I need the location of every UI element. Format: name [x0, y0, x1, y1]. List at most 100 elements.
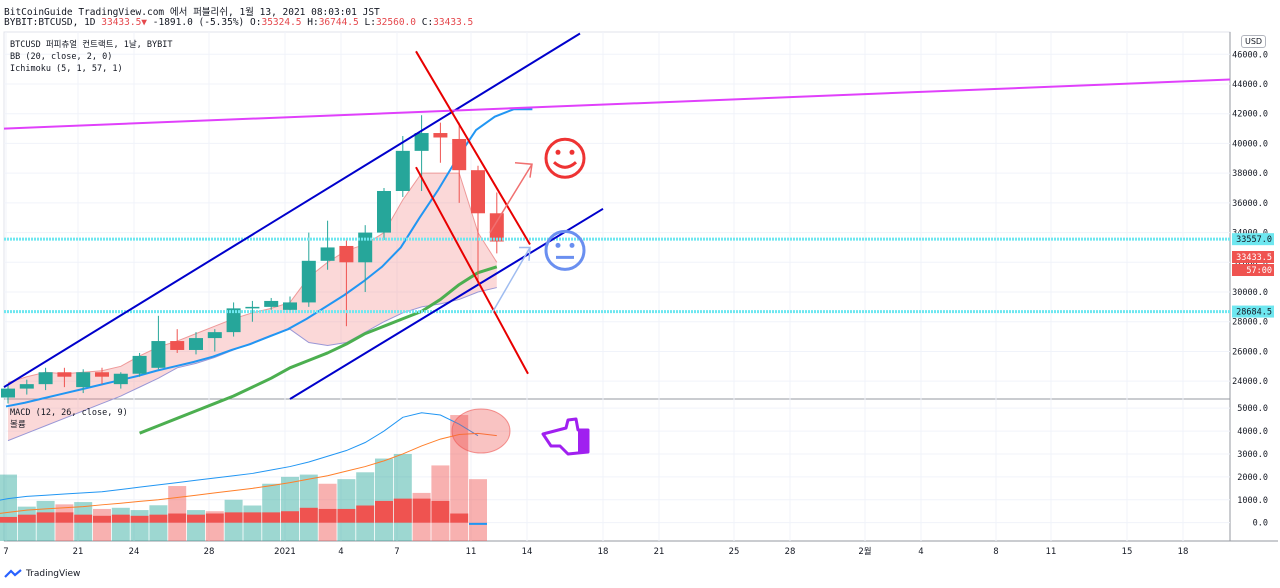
volume-bar — [281, 476, 299, 541]
macd-histogram-bar — [318, 508, 337, 523]
neutral-eye-right — [569, 242, 575, 248]
ohlc-line: BYBIT:BTCUSD, 1D 33433.5▼ -1891.0 (-5.35… — [4, 17, 473, 28]
macd-tick-label: 0.0 — [1253, 519, 1268, 529]
candle-body — [471, 170, 485, 214]
macd-histogram-bar — [149, 514, 168, 523]
candle-body — [414, 133, 429, 151]
candle-body — [207, 332, 222, 339]
volume-bar — [469, 479, 487, 541]
smiley-neutral-icon — [544, 229, 586, 271]
channel-lower-line — [289, 207, 604, 400]
candle-body — [395, 150, 410, 191]
candle-body — [433, 133, 448, 138]
time-tick-label: 21 — [654, 547, 665, 557]
macd-histogram-bar — [281, 511, 299, 523]
currency-badge[interactable]: USD — [1241, 35, 1267, 48]
volume-bar — [111, 507, 130, 541]
candle-body — [19, 384, 34, 389]
smiley-eye-right — [569, 149, 575, 155]
price-tick-label: 32000.0 — [1232, 258, 1268, 268]
signal-line — [0, 432, 497, 514]
price-tick-label: 42000.0 — [1232, 110, 1268, 120]
legend-macd-sub: 볼륨 — [10, 419, 26, 430]
volume-bar — [130, 510, 149, 541]
candle-body — [226, 308, 241, 333]
red-upper-line — [415, 50, 531, 245]
macd-histogram-bar — [224, 512, 243, 523]
last-price: 33433.5 — [101, 17, 142, 28]
candle-body — [76, 372, 91, 388]
candle-body — [489, 213, 504, 242]
plot-frame — [3, 31, 1231, 542]
price-tick-label: 30000.0 — [1232, 288, 1268, 298]
candle-body — [245, 306, 260, 309]
candle-body — [132, 355, 147, 374]
channel-upper-line — [3, 32, 581, 388]
smiley-mouth — [552, 161, 578, 169]
time-tick-label: 18 — [598, 547, 609, 557]
time-tick-label: 28 — [204, 547, 215, 557]
macd-tick-label: 2000.0 — [1237, 473, 1268, 483]
c-label: C: — [421, 17, 434, 28]
volume-bar — [243, 505, 262, 541]
macd-histogram-bar — [93, 515, 111, 523]
time-tick-label: 2021 — [274, 547, 296, 557]
time-tick-label: 14 — [522, 547, 533, 557]
candle-body — [57, 372, 72, 377]
ichimoku-base-line — [139, 265, 498, 435]
time-tick-label: 25 — [729, 547, 740, 557]
macd-tick-label: 1000.0 — [1237, 496, 1268, 506]
price-tick-label: 24000.0 — [1232, 377, 1268, 387]
time-tick-label: 24 — [129, 547, 140, 557]
time-tick-label: 4 — [338, 547, 343, 557]
macd-histogram-bar — [168, 513, 187, 523]
l-value: 32560.0 — [375, 17, 416, 28]
candle-body — [170, 341, 185, 350]
macd-histogram-bar — [431, 500, 450, 523]
legend-title: BTCUSD 퍼피츄얼 컨트랙트, 1날, BYBIT — [10, 39, 173, 50]
c-value: 33433.5 — [433, 17, 474, 28]
time-tick-label: 7 — [394, 547, 399, 557]
macd-histogram-bar — [299, 507, 318, 523]
volume-bar — [0, 474, 17, 541]
macd-tick-label: 5000.0 — [1237, 404, 1268, 414]
price-tick-label: 28000.0 — [1232, 318, 1268, 328]
change-text: -1891.0 (-5.35%) — [152, 17, 245, 28]
candle-body — [358, 232, 373, 263]
time-tick-label: 11 — [466, 547, 477, 557]
support-badge: 28684.5 — [1236, 308, 1272, 318]
time-tick-label: 21 — [73, 547, 84, 557]
h-value: 36744.5 — [318, 17, 359, 28]
candle-body — [452, 138, 467, 171]
price-tick-label: 36000.0 — [1232, 199, 1268, 209]
time-tick-label: 8 — [993, 547, 998, 557]
last-price-badge: 33433.5 — [1236, 253, 1272, 263]
time-tick-label: 2월 — [858, 546, 871, 557]
o-label: O: — [250, 17, 262, 28]
legend-macd: MACD (12, 26, close, 9) — [10, 408, 128, 418]
candle-body — [113, 373, 128, 385]
macd-histogram-bar — [130, 515, 149, 523]
timer-badge: 57:00 — [1246, 266, 1272, 276]
candle-body — [264, 300, 279, 307]
resistance-badge: 33557.0 — [1236, 235, 1272, 245]
time-tick-label: 18 — [1178, 547, 1189, 557]
macd-histogram-bar — [205, 513, 224, 523]
volume-bar — [450, 415, 469, 541]
volume-bar — [375, 458, 393, 541]
symbol-label: BYBIT:BTCUSD, 1D — [4, 17, 96, 28]
macd-histogram-bar — [337, 508, 356, 523]
macd-histogram-bar — [262, 512, 281, 523]
macd-histogram-bar — [450, 513, 469, 523]
price-tick-label: 40000.0 — [1232, 139, 1268, 149]
tradingview-brand: TradingView — [26, 569, 81, 579]
candle-body — [189, 338, 203, 350]
h-label: H: — [307, 17, 319, 28]
macd-histogram-bar — [74, 514, 93, 523]
neutral-arrowhead — [519, 246, 531, 261]
bull-arrowhead — [514, 162, 533, 178]
macd-tick-label: 4000.0 — [1237, 427, 1268, 437]
macd-histogram-bar — [393, 498, 412, 523]
candle-body — [339, 245, 354, 263]
